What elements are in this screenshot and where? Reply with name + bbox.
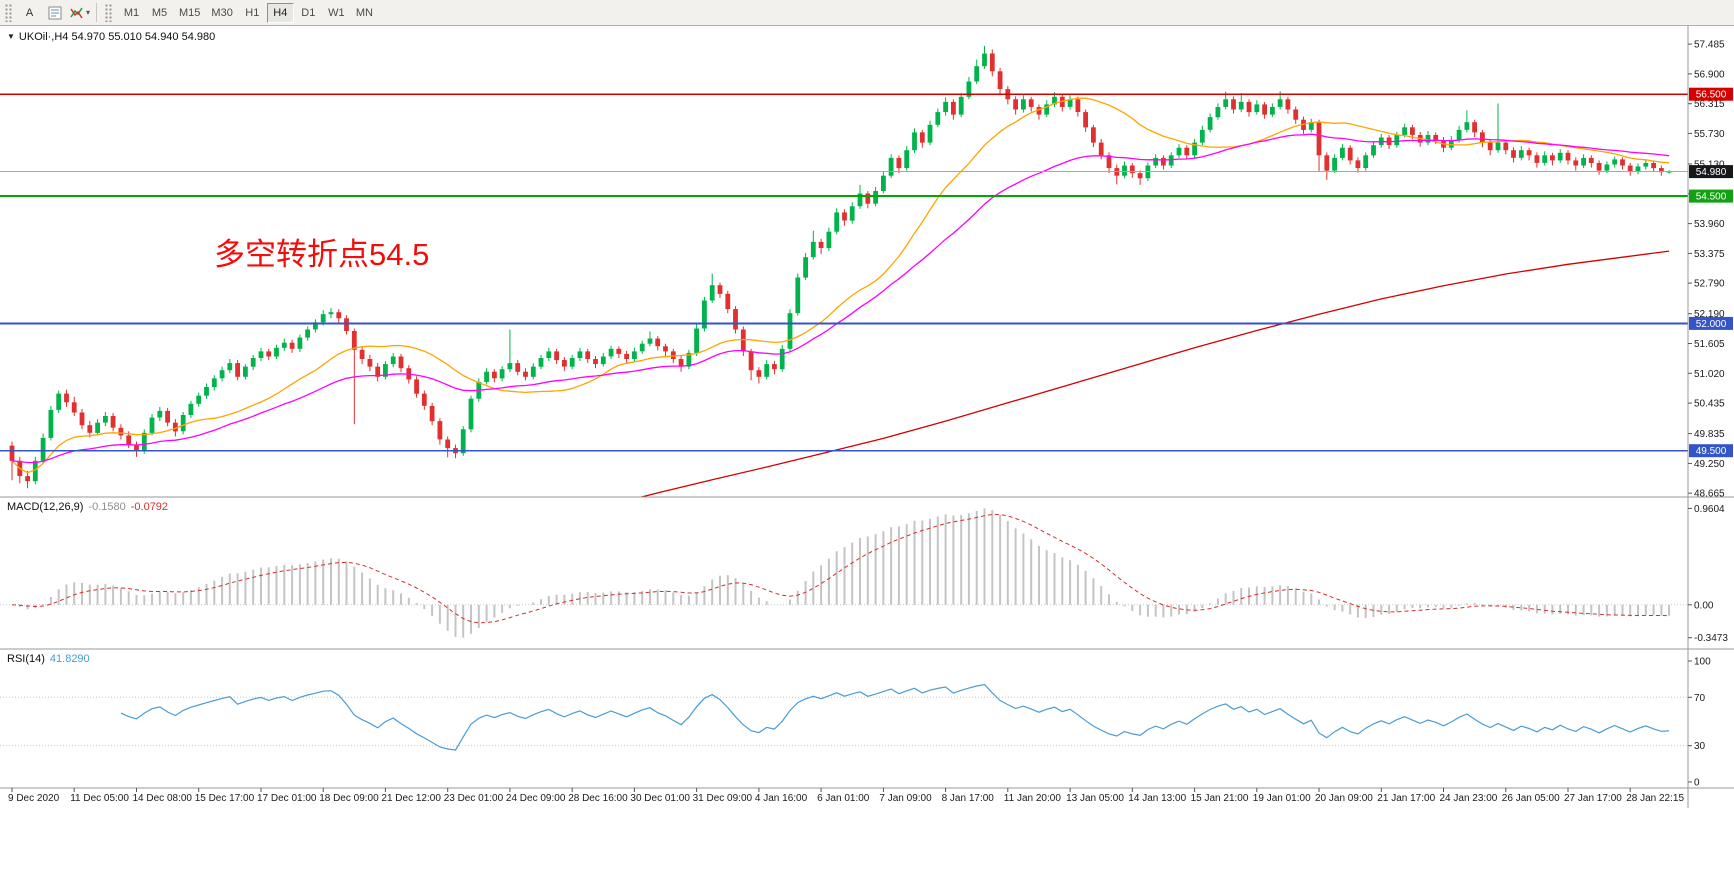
- svg-text:28 Jan 22:15: 28 Jan 22:15: [1626, 793, 1684, 804]
- rsi-line: [120, 683, 1670, 751]
- timeframe-button-h1[interactable]: H1: [239, 3, 266, 23]
- rsi-label: RSI(14): [7, 653, 45, 665]
- svg-text:7 Jan 09:00: 7 Jan 09:00: [879, 793, 932, 804]
- svg-text:49.835: 49.835: [1694, 429, 1725, 440]
- text-tool-label: A: [25, 6, 34, 19]
- svg-text:54.500: 54.500: [1696, 192, 1727, 203]
- timeframe-button-h4[interactable]: H4: [266, 2, 294, 23]
- toolbar: A ▾ M1 M5 M15 M30 H1 H4 D1 W1 MN: [0, 0, 1734, 26]
- rsi-header: RSI(14) 41.8290: [7, 653, 90, 665]
- svg-text:8 Jan 17:00: 8 Jan 17:00: [942, 793, 995, 804]
- svg-text:24 Dec 09:00: 24 Dec 09:00: [506, 793, 566, 804]
- timeframe-button-w1[interactable]: W1: [323, 3, 350, 23]
- time-axis: 9 Dec 2020 11 Dec 05:00 14 Dec 08:00 15 Dec…: [8, 788, 1684, 804]
- svg-text:31 Dec 09:00: 31 Dec 09:00: [693, 793, 753, 804]
- svg-text:4 Jan 16:00: 4 Jan 16:00: [755, 793, 808, 804]
- svg-text:52.190: 52.190: [1694, 309, 1725, 320]
- svg-text:24 Jan 23:00: 24 Jan 23:00: [1440, 793, 1498, 804]
- svg-text:6 Jan 01:00: 6 Jan 01:00: [817, 793, 870, 804]
- svg-text:30 Dec 01:00: 30 Dec 01:00: [630, 793, 690, 804]
- horizontal-level-lines[interactable]: [0, 93, 1688, 452]
- price-axis-background: [1688, 26, 1734, 808]
- svg-text:56.315: 56.315: [1694, 99, 1725, 110]
- price-badges: 56.500 54.980 54.500 52.000 49.500: [1689, 87, 1733, 458]
- svg-text:26 Jan 05:00: 26 Jan 05:00: [1502, 793, 1560, 804]
- chart-annotation[interactable]: 多空转折点54.5: [214, 237, 430, 272]
- timeframe-button-m15[interactable]: M15: [174, 3, 205, 23]
- svg-text:51.605: 51.605: [1694, 339, 1725, 350]
- svg-text:15 Dec 17:00: 15 Dec 17:00: [195, 793, 255, 804]
- svg-text:0.00: 0.00: [1694, 600, 1714, 611]
- svg-text:-0.3473: -0.3473: [1694, 633, 1728, 644]
- macd-header: MACD(12,26,9) -0.1580 -0.0792: [7, 501, 168, 513]
- document-chart-icon: [48, 6, 61, 19]
- svg-text:56.900: 56.900: [1694, 69, 1725, 80]
- timeframe-button-m1[interactable]: M1: [118, 3, 145, 23]
- svg-text:14 Dec 08:00: 14 Dec 08:00: [133, 793, 193, 804]
- svg-text:17 Dec 01:00: 17 Dec 01:00: [257, 793, 317, 804]
- svg-text:21 Dec 12:00: 21 Dec 12:00: [381, 793, 441, 804]
- pane-separators: [0, 26, 1734, 808]
- ma-fast-line: [11, 97, 1670, 474]
- svg-text:28 Dec 16:00: 28 Dec 16:00: [568, 793, 628, 804]
- svg-text:55.730: 55.730: [1694, 129, 1725, 140]
- svg-text:13 Jan 05:00: 13 Jan 05:00: [1066, 793, 1124, 804]
- svg-text:53.960: 53.960: [1694, 219, 1725, 230]
- ma-slow-line: [638, 250, 1670, 497]
- svg-text:52.790: 52.790: [1694, 279, 1725, 290]
- symbol-dropdown-icon[interactable]: ▼: [7, 32, 15, 41]
- dropdown-caret-icon: ▾: [86, 7, 91, 17]
- svg-text:19 Jan 01:00: 19 Jan 01:00: [1253, 793, 1311, 804]
- template-button[interactable]: [43, 2, 66, 23]
- svg-text:30: 30: [1694, 741, 1706, 752]
- toolbar-grip[interactable]: [5, 3, 13, 22]
- svg-text:100: 100: [1694, 657, 1711, 668]
- svg-text:54.980: 54.980: [1696, 167, 1727, 178]
- svg-text:51.020: 51.020: [1694, 369, 1725, 380]
- rsi-value: 41.8290: [49, 653, 90, 665]
- symbol-label: UKOil·,H4: [18, 31, 69, 43]
- svg-text:53.375: 53.375: [1694, 249, 1725, 260]
- svg-text:50.435: 50.435: [1694, 399, 1725, 410]
- macd-label: MACD(12,26,9): [7, 501, 84, 513]
- svg-text:49.500: 49.500: [1696, 446, 1727, 457]
- svg-text:21 Jan 17:00: 21 Jan 17:00: [1377, 793, 1435, 804]
- text-tool-button[interactable]: A: [18, 2, 41, 23]
- svg-text:48.665: 48.665: [1694, 489, 1725, 500]
- ohlc-values: 54.970 55.010 54.940 54.980: [71, 31, 216, 43]
- indicators-button[interactable]: ▾: [68, 2, 91, 23]
- indicator-arrows-icon: [70, 7, 83, 18]
- macd-signal-value: -0.0792: [130, 501, 169, 513]
- svg-text:55.130: 55.130: [1694, 160, 1725, 171]
- svg-text:9 Dec 2020: 9 Dec 2020: [8, 793, 60, 804]
- macd-histogram: [18, 508, 1671, 638]
- svg-text:49.250: 49.250: [1694, 459, 1725, 470]
- svg-text:18 Dec 09:00: 18 Dec 09:00: [319, 793, 379, 804]
- svg-text:23 Dec 01:00: 23 Dec 01:00: [444, 793, 504, 804]
- svg-text:52.000: 52.000: [1696, 319, 1727, 330]
- timeframe-button-m5[interactable]: M5: [146, 3, 173, 23]
- macd-signal-line: [11, 513, 1670, 624]
- timeframe-toolbar: M1 M5 M15 M30 H1 H4 D1 W1 MN: [118, 2, 378, 23]
- toolbar-separator: [96, 3, 98, 22]
- svg-text:15 Jan 21:00: 15 Jan 21:00: [1191, 793, 1249, 804]
- ma-mid-line: [11, 133, 1670, 464]
- svg-text:14 Jan 13:00: 14 Jan 13:00: [1128, 793, 1186, 804]
- macd-main-value: -0.1580: [88, 501, 126, 513]
- svg-text:56.500: 56.500: [1696, 90, 1727, 101]
- timeframe-button-mn[interactable]: MN: [351, 3, 378, 23]
- svg-text:57.485: 57.485: [1694, 40, 1725, 51]
- svg-text:11 Dec 05:00: 11 Dec 05:00: [70, 793, 129, 804]
- svg-text:11 Jan 20:00: 11 Jan 20:00: [1004, 793, 1062, 804]
- svg-text:20 Jan 09:00: 20 Jan 09:00: [1315, 793, 1373, 804]
- svg-text:70: 70: [1694, 693, 1706, 704]
- symbol-header: ▼ UKOil·,H4 54.970 55.010 54.940 54.980: [7, 31, 215, 43]
- timeframe-button-m30[interactable]: M30: [206, 3, 237, 23]
- svg-text:0: 0: [1694, 778, 1700, 789]
- toolbar-grip[interactable]: [105, 3, 114, 22]
- svg-text:0.9604: 0.9604: [1694, 504, 1725, 515]
- svg-text:27 Jan 17:00: 27 Jan 17:00: [1564, 793, 1622, 804]
- timeframe-button-d1[interactable]: D1: [295, 3, 322, 23]
